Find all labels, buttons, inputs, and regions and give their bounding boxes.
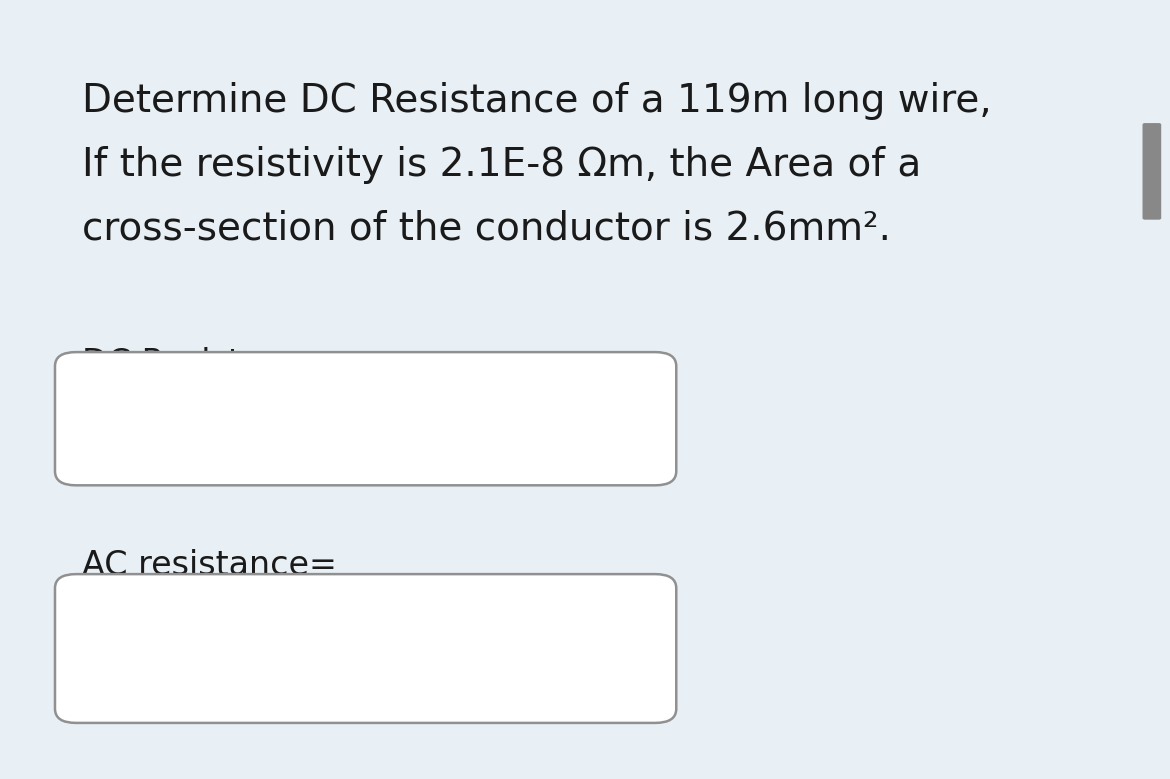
Text: DC Resistance=: DC Resistance= — [82, 347, 349, 379]
Text: AC resistance=: AC resistance= — [82, 549, 337, 582]
FancyBboxPatch shape — [55, 574, 676, 723]
Text: cross-section of the conductor is 2.6mm².: cross-section of the conductor is 2.6mm²… — [82, 210, 890, 248]
Text: Determine DC Resistance of a 119m long wire,: Determine DC Resistance of a 119m long w… — [82, 82, 991, 120]
FancyBboxPatch shape — [55, 352, 676, 485]
FancyBboxPatch shape — [1143, 123, 1162, 220]
Text: If the resistivity is 2.1E-8 Ωm, the Area of a: If the resistivity is 2.1E-8 Ωm, the Are… — [82, 146, 921, 184]
